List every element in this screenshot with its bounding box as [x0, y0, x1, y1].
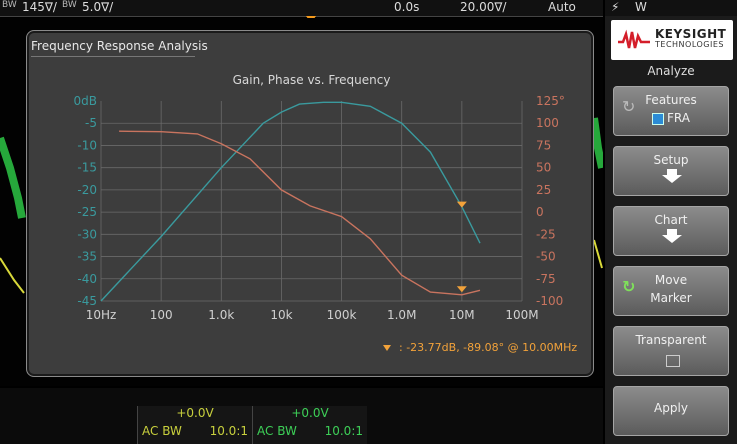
time-scale[interactable]: 20.00∇/: [460, 0, 507, 14]
marker-readout: : -23.77dB, -89.08° @ 10.00MHz: [383, 341, 577, 354]
ch1-probe: 10.0:1: [209, 424, 248, 438]
freq-tick-label: 100: [150, 308, 173, 322]
rotate-icon: ↻: [622, 277, 636, 296]
checkbox-icon: [666, 355, 680, 367]
gain-tick-label: -35: [77, 250, 97, 264]
chart-title: Gain, Phase vs. Frequency: [233, 73, 391, 87]
chart-softkey[interactable]: Chart: [613, 206, 729, 256]
gain-trace: [100, 101, 481, 302]
phase-tick-label: 100: [536, 116, 559, 130]
freq-tick-label: 10k: [270, 308, 292, 322]
phase-tick-label: 0: [536, 205, 544, 219]
features-label: Features: [645, 93, 697, 107]
ch1-coupling: AC BW: [142, 424, 182, 438]
move-label: Move: [654, 273, 688, 287]
title-divider: [31, 56, 195, 57]
ch2-scale[interactable]: 5.0∇/: [82, 0, 114, 14]
ch2-coupling: AC BW: [257, 424, 297, 438]
gain-tick-label: -15: [77, 161, 97, 175]
phase-tick-label: 25: [536, 183, 551, 197]
trigger-status: ⚡ W: [605, 0, 737, 16]
freq-tick-label: 1.0M: [387, 308, 416, 322]
phase-tick-label: -100: [536, 294, 563, 308]
trigger-source[interactable]: W: [635, 0, 647, 14]
brand-sub: TECHNOLOGIES: [655, 40, 724, 49]
keysight-logo: KEYSIGHT TECHNOLOGIES: [611, 20, 733, 60]
marker-triangle: [456, 201, 467, 208]
chart-label: Chart: [654, 213, 688, 227]
arrow-down-icon: [662, 169, 682, 183]
ch1-offset: +0.0V: [176, 406, 214, 420]
keysight-wave-icon: [618, 29, 650, 49]
lightning-icon: ⚡: [611, 0, 620, 14]
rotate-icon: ↻: [622, 97, 636, 116]
gain-tick-label: -25: [77, 205, 97, 219]
phase-tick-label: 125°: [536, 94, 565, 108]
ch2-bw-label: BW: [62, 0, 77, 10]
marker-label: Marker: [650, 291, 692, 305]
ch1-bw-label: BW: [2, 0, 17, 10]
freq-tick-label: 10Hz: [86, 308, 117, 322]
features-value: FRA: [614, 111, 728, 125]
transparent-softkey[interactable]: Transparent: [613, 326, 729, 376]
gain-tick-label: 0dB: [74, 94, 97, 108]
freq-tick-label: 10M: [449, 308, 475, 322]
setup-softkey[interactable]: Setup: [613, 146, 729, 196]
ch2-offset: +0.0V: [291, 406, 329, 420]
status-bar: BW 145∇/ BW 5.0∇/ 0.0s 20.00∇/ Auto: [0, 0, 603, 17]
arrow-down-icon: [662, 229, 682, 243]
time-position[interactable]: 0.0s: [394, 0, 420, 14]
channel-2-info[interactable]: +0.0V AC BW 10.0:1: [252, 406, 367, 444]
panel-title: Frequency Response Analysis: [31, 39, 208, 53]
marker-triangle: [456, 286, 467, 293]
brand-name: KEYSIGHT: [655, 27, 727, 41]
phase-tick-label: -25: [536, 227, 556, 241]
softkey-sidebar: ⚡ W KEYSIGHT TECHNOLOGIES Analyze ↻ Feat…: [605, 0, 737, 444]
phase-tick-label: -50: [536, 250, 556, 264]
gain-tick-label: -45: [77, 294, 97, 308]
gain-tick-label: -10: [77, 138, 97, 152]
fra-chart: Gain, Phase vs. Frequency 0dB 125° -5 100 -10…: [74, 73, 565, 322]
menu-title: Analyze: [647, 64, 695, 78]
setup-label: Setup: [653, 153, 689, 167]
gain-tick-label: -30: [77, 227, 97, 241]
apply-label: Apply: [654, 401, 688, 415]
phase-trace: [119, 130, 481, 296]
readout-text: : -23.77dB, -89.08° @ 10.00MHz: [399, 341, 578, 354]
marker-triangle-icon: [383, 345, 391, 351]
trigger-mode[interactable]: Auto: [548, 0, 576, 14]
ch1-scale[interactable]: 145∇/: [22, 0, 57, 14]
gain-tick-label: -5: [85, 116, 97, 130]
apply-softkey[interactable]: Apply: [613, 386, 729, 436]
checkbox-icon: [652, 112, 665, 125]
gain-tick-label: -40: [77, 272, 97, 286]
background-traces: [0, 117, 606, 294]
freq-tick-label: 1.0k: [208, 308, 234, 322]
features-softkey[interactable]: ↻ Features FRA: [613, 86, 729, 136]
phase-tick-label: 50: [536, 161, 551, 175]
freq-tick-label: 100k: [327, 308, 357, 322]
phase-tick-label: 75: [536, 138, 551, 152]
freq-tick-label: 100M: [505, 308, 538, 322]
phase-tick-label: -75: [536, 272, 556, 286]
transparent-label: Transparent: [635, 333, 707, 347]
channel-1-info[interactable]: +0.0V AC BW 10.0:1: [137, 406, 252, 444]
ch2-probe: 10.0:1: [324, 424, 363, 438]
gain-tick-label: -20: [77, 183, 97, 197]
fra-panel: Frequency Response Analysis Gain, Phase …: [26, 30, 594, 377]
channel-info-bar: +0.0V AC BW 10.0:1 +0.0V AC BW 10.0:1: [0, 388, 603, 444]
move-marker-softkey[interactable]: ↻ Move Marker: [613, 266, 729, 316]
